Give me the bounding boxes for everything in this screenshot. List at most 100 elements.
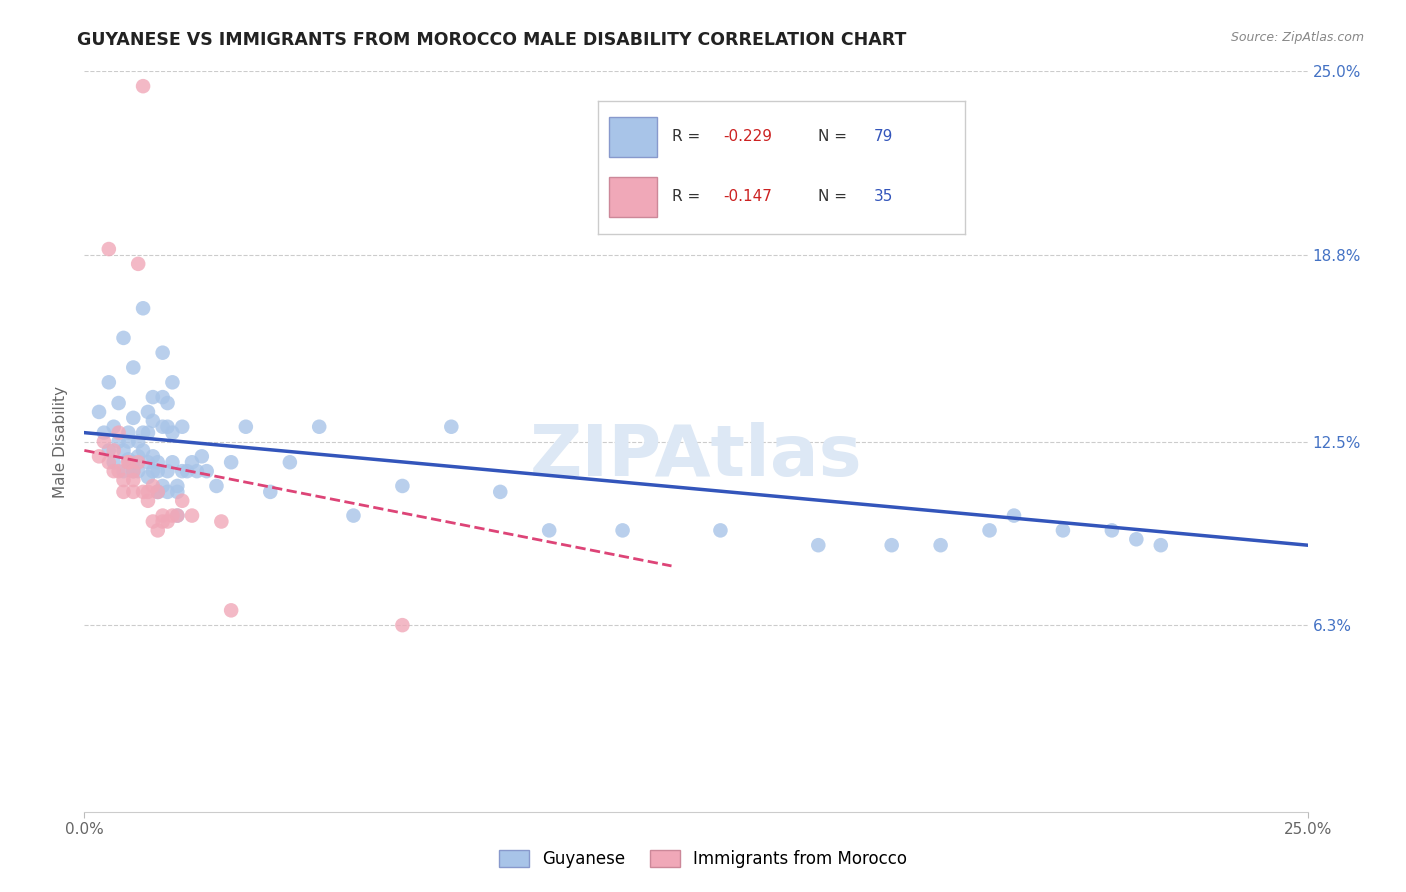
- Point: [142, 479, 165, 493]
- Point: [1002, 508, 1025, 523]
- Text: ZIPAtlas: ZIPAtlas: [530, 422, 862, 491]
- Point: [136, 493, 159, 508]
- Point: [97, 376, 120, 390]
- Point: [489, 484, 512, 499]
- Point: [122, 410, 145, 425]
- Point: [166, 479, 188, 493]
- Point: [127, 464, 149, 478]
- Point: [166, 484, 188, 499]
- Point: [166, 508, 188, 523]
- Text: GUYANESE VS IMMIGRANTS FROM MOROCCO MALE DISABILITY CORRELATION CHART: GUYANESE VS IMMIGRANTS FROM MOROCCO MALE…: [77, 31, 907, 49]
- Point: [1052, 524, 1074, 538]
- Point: [880, 538, 903, 552]
- Point: [391, 618, 413, 632]
- Legend: Guyanese, Immigrants from Morocco: Guyanese, Immigrants from Morocco: [492, 843, 914, 875]
- Point: [117, 452, 139, 467]
- Point: [156, 484, 179, 499]
- Point: [612, 524, 634, 538]
- Point: [136, 484, 159, 499]
- Point: [107, 396, 129, 410]
- Point: [162, 508, 184, 523]
- Point: [132, 484, 155, 499]
- Point: [127, 450, 149, 464]
- Point: [156, 515, 179, 529]
- Point: [112, 331, 135, 345]
- Point: [186, 464, 208, 478]
- Point: [1101, 524, 1123, 538]
- Point: [1150, 538, 1173, 552]
- Point: [122, 473, 145, 487]
- Point: [107, 464, 129, 478]
- Point: [807, 538, 830, 552]
- Point: [122, 484, 145, 499]
- Point: [132, 443, 155, 458]
- Point: [87, 405, 110, 419]
- Point: [142, 390, 165, 404]
- Point: [103, 455, 125, 469]
- Point: [146, 484, 169, 499]
- Point: [93, 425, 115, 440]
- Text: Source: ZipAtlas.com: Source: ZipAtlas.com: [1230, 31, 1364, 45]
- Point: [112, 443, 135, 458]
- Point: [219, 455, 242, 469]
- Point: [146, 464, 169, 478]
- Point: [709, 524, 731, 538]
- Point: [278, 455, 301, 469]
- Point: [440, 419, 463, 434]
- Point: [195, 464, 218, 478]
- Point: [136, 425, 159, 440]
- Point: [87, 450, 110, 464]
- Point: [122, 360, 145, 375]
- Point: [122, 464, 145, 478]
- Point: [156, 396, 179, 410]
- Point: [162, 425, 184, 440]
- Point: [162, 455, 184, 469]
- Y-axis label: Male Disability: Male Disability: [53, 385, 69, 498]
- Point: [97, 455, 120, 469]
- Point: [142, 414, 165, 428]
- Point: [152, 419, 174, 434]
- Point: [127, 434, 149, 449]
- Point: [166, 508, 188, 523]
- Point: [538, 524, 561, 538]
- Point: [142, 515, 165, 529]
- Point: [136, 470, 159, 484]
- Point: [152, 479, 174, 493]
- Point: [209, 515, 232, 529]
- Point: [136, 405, 159, 419]
- Point: [156, 419, 179, 434]
- Point: [1125, 533, 1147, 547]
- Point: [172, 464, 194, 478]
- Point: [142, 450, 165, 464]
- Point: [117, 455, 139, 469]
- Point: [342, 508, 364, 523]
- Point: [205, 479, 228, 493]
- Point: [107, 425, 129, 440]
- Point: [152, 345, 174, 359]
- Point: [146, 484, 169, 499]
- Point: [929, 538, 952, 552]
- Point: [979, 524, 1001, 538]
- Point: [107, 434, 129, 449]
- Point: [391, 479, 413, 493]
- Point: [146, 524, 169, 538]
- Point: [93, 434, 115, 449]
- Point: [156, 464, 179, 478]
- Point: [112, 464, 135, 478]
- Point: [97, 242, 120, 256]
- Point: [127, 257, 149, 271]
- Point: [103, 443, 125, 458]
- Point: [219, 603, 242, 617]
- Point: [117, 425, 139, 440]
- Point: [191, 450, 214, 464]
- Point: [162, 376, 184, 390]
- Point: [181, 455, 204, 469]
- Point: [132, 425, 155, 440]
- Point: [172, 419, 194, 434]
- Point: [112, 473, 135, 487]
- Point: [117, 434, 139, 449]
- Point: [235, 419, 257, 434]
- Point: [172, 493, 194, 508]
- Point: [176, 464, 198, 478]
- Point: [97, 443, 120, 458]
